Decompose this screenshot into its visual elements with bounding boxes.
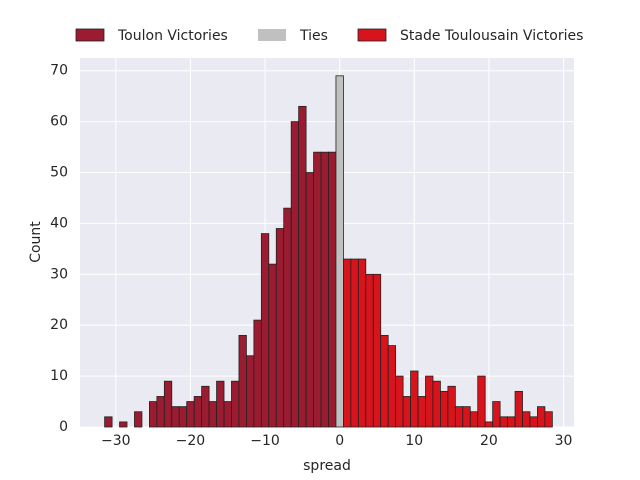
bar	[238, 334, 247, 428]
bar	[454, 406, 464, 428]
bar	[305, 172, 314, 428]
bar	[365, 273, 374, 428]
bar	[380, 334, 389, 428]
bar	[104, 416, 113, 428]
bar	[343, 258, 352, 428]
bar	[492, 401, 501, 428]
bar	[320, 151, 329, 428]
bar	[410, 370, 419, 428]
bar	[499, 416, 508, 428]
bar	[477, 375, 486, 428]
legend-swatch	[75, 28, 105, 42]
y-tick-label: 60	[50, 114, 68, 130]
y-tick-label: 20	[50, 317, 68, 333]
bar	[298, 105, 307, 428]
x-tick-label: −10	[250, 433, 280, 449]
bar	[537, 406, 546, 428]
x-tick-label: 30	[555, 433, 573, 449]
x-tick-label: 10	[405, 433, 423, 449]
y-tick-label: 40	[50, 215, 68, 231]
x-tick-label: 20	[480, 433, 498, 449]
legend-swatch	[258, 29, 286, 41]
bar	[328, 151, 337, 428]
x-tick-label: −30	[101, 433, 131, 449]
x-axis-label: spread	[303, 458, 351, 474]
y-tick-label: 30	[50, 266, 68, 282]
bar	[350, 258, 359, 428]
bar	[432, 380, 441, 428]
bar	[216, 380, 225, 428]
bar	[171, 406, 180, 428]
bar	[156, 396, 165, 428]
bar	[201, 385, 210, 428]
bar	[462, 406, 471, 428]
y-tick-label: 0	[59, 419, 68, 435]
bar	[357, 258, 367, 428]
bar	[484, 421, 494, 428]
bar	[134, 411, 143, 428]
legend-label: Ties	[299, 28, 328, 44]
y-tick-label: 70	[50, 63, 68, 79]
bar	[544, 411, 553, 428]
bar	[395, 375, 404, 428]
x-tick-label: 0	[335, 433, 344, 449]
bar	[246, 355, 255, 428]
bar	[223, 401, 232, 428]
bar	[253, 319, 262, 428]
bar	[119, 421, 128, 428]
bar	[514, 390, 523, 428]
bar	[522, 411, 531, 428]
bar	[387, 345, 397, 428]
x-tick-label: −20	[176, 433, 206, 449]
y-tick-label: 50	[50, 165, 68, 181]
bar	[163, 380, 173, 428]
y-axis-label: Count	[28, 221, 44, 263]
bar	[425, 375, 434, 428]
bar	[372, 273, 382, 428]
legend-swatch	[357, 28, 387, 42]
bar	[186, 401, 195, 428]
bar	[507, 416, 516, 428]
bar	[231, 380, 240, 428]
bar	[402, 396, 411, 428]
bar	[529, 416, 538, 428]
y-tick-label: 10	[50, 368, 68, 384]
bar	[447, 385, 456, 428]
bar	[283, 207, 292, 428]
legend-label: Stade Toulousain Victories	[400, 28, 583, 44]
bar	[440, 390, 449, 428]
bar	[260, 233, 270, 428]
bar	[275, 228, 285, 428]
legend-label: Toulon Victories	[117, 28, 228, 44]
bar	[268, 263, 277, 428]
bar	[313, 151, 322, 428]
bar	[148, 401, 158, 428]
bar	[335, 75, 344, 428]
bar	[178, 406, 188, 428]
bar	[208, 401, 217, 428]
bar	[193, 396, 203, 428]
bar	[417, 396, 426, 428]
bar	[290, 121, 300, 428]
bar	[469, 411, 479, 428]
